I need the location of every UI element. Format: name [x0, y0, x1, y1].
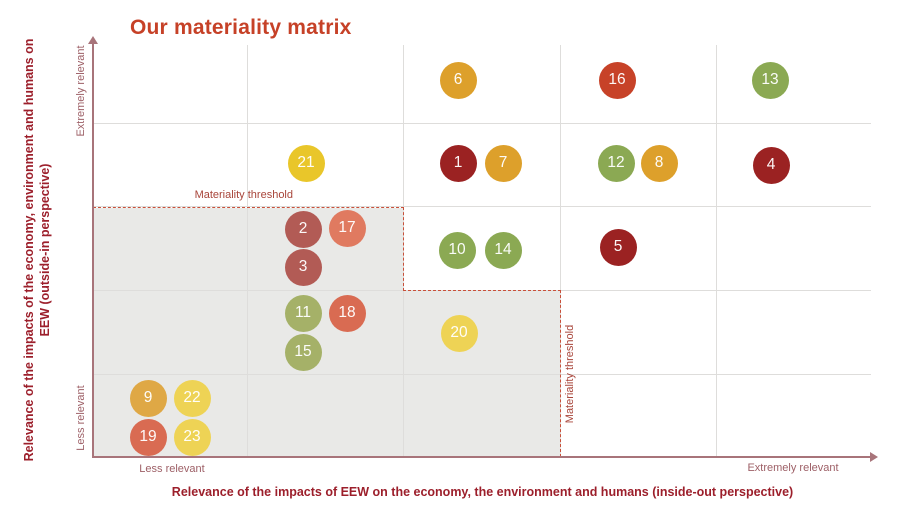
- materiality-threshold-label-horizontal: Materiality threshold: [194, 189, 293, 201]
- matrix-point-8: 8: [640, 144, 678, 182]
- gridline-horizontal: [93, 206, 871, 207]
- matrix-point-4: 4: [752, 146, 790, 184]
- y-tick-extremely-relevant: Extremely relevant: [75, 45, 87, 137]
- y-axis-arrow-icon: [88, 36, 98, 44]
- gridline-vertical: [560, 45, 561, 457]
- x-tick-less-relevant: Less relevant: [139, 463, 205, 475]
- matrix-point-6: 6: [439, 61, 477, 99]
- matrix-point-23: 23: [173, 418, 211, 456]
- materiality-threshold-label-vertical: Materiality threshold: [564, 324, 576, 424]
- matrix-point-1: 1: [439, 144, 477, 182]
- matrix-point-2: 2: [284, 210, 322, 248]
- y-axis-label: Relevance of the impacts of the economy,…: [22, 38, 53, 462]
- gridline-horizontal: [93, 374, 871, 375]
- x-axis-label: Relevance of the impacts of EEW on the e…: [171, 485, 794, 499]
- matrix-point-20: 20: [440, 314, 478, 352]
- x-tick-extremely-relevant: Extremely relevant: [747, 462, 839, 474]
- materiality-threshold-line: [93, 207, 404, 208]
- matrix-point-19: 19: [129, 418, 167, 456]
- matrix-point-13: 13: [751, 61, 789, 99]
- materiality-threshold-line: [403, 290, 561, 291]
- gridline-vertical: [247, 45, 248, 457]
- materiality-threshold-line: [560, 290, 561, 457]
- matrix-point-11: 11: [284, 294, 322, 332]
- materiality-threshold-line: [403, 207, 404, 291]
- y-tick-less-relevant: Less relevant: [75, 385, 87, 451]
- gridline-vertical: [716, 45, 717, 457]
- matrix-point-10: 10: [438, 231, 476, 269]
- matrix-point-16: 16: [598, 61, 636, 99]
- matrix-point-21: 21: [287, 144, 325, 182]
- matrix-point-7: 7: [484, 144, 522, 182]
- matrix-point-18: 18: [328, 294, 366, 332]
- matrix-point-17: 17: [328, 209, 366, 247]
- matrix-point-15: 15: [284, 333, 322, 371]
- x-axis-arrow-icon: [870, 452, 878, 462]
- matrix-point-22: 22: [173, 379, 211, 417]
- x-axis-line: [92, 456, 872, 458]
- matrix-point-5: 5: [599, 228, 637, 266]
- matrix-point-12: 12: [597, 144, 635, 182]
- chart-title: Our materiality matrix: [130, 16, 352, 39]
- matrix-point-14: 14: [484, 231, 522, 269]
- gridline-horizontal: [93, 123, 871, 124]
- matrix-point-3: 3: [284, 248, 322, 286]
- y-axis-line: [92, 44, 94, 458]
- matrix-point-9: 9: [129, 379, 167, 417]
